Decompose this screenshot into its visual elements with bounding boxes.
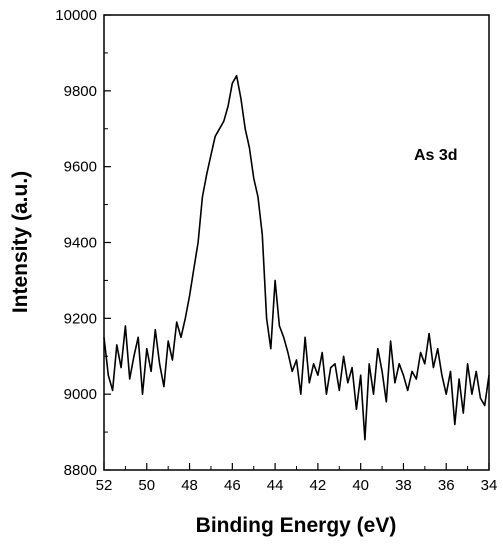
chart-annotation: As 3d bbox=[414, 147, 458, 164]
y-tick-label: 8800 bbox=[64, 462, 97, 479]
x-tick-label: 44 bbox=[267, 477, 284, 494]
x-tick-label: 34 bbox=[481, 477, 498, 494]
x-tick-label: 36 bbox=[438, 477, 455, 494]
series-line bbox=[103, 74, 490, 441]
y-tick-label: 9000 bbox=[64, 386, 97, 403]
x-tick-label: 50 bbox=[138, 477, 155, 494]
y-tick-label: 9600 bbox=[64, 159, 97, 176]
x-tick-label: 42 bbox=[310, 477, 327, 494]
x-tick-label: 40 bbox=[352, 477, 369, 494]
plot-frame bbox=[103, 14, 490, 471]
x-tick-label: 38 bbox=[395, 477, 412, 494]
y-axis-title: Intensity (a.u.) bbox=[9, 171, 32, 313]
x-tick-label: 48 bbox=[181, 477, 198, 494]
x-tick-label: 52 bbox=[96, 477, 113, 494]
y-tick-label: 10000 bbox=[55, 7, 97, 24]
y-tick-label: 9800 bbox=[64, 83, 97, 100]
y-tick-label: 9200 bbox=[64, 310, 97, 327]
y-tick-label: 9400 bbox=[64, 235, 97, 252]
x-tick-label: 46 bbox=[224, 477, 241, 494]
x-axis-title: Binding Energy (eV) bbox=[196, 514, 397, 537]
